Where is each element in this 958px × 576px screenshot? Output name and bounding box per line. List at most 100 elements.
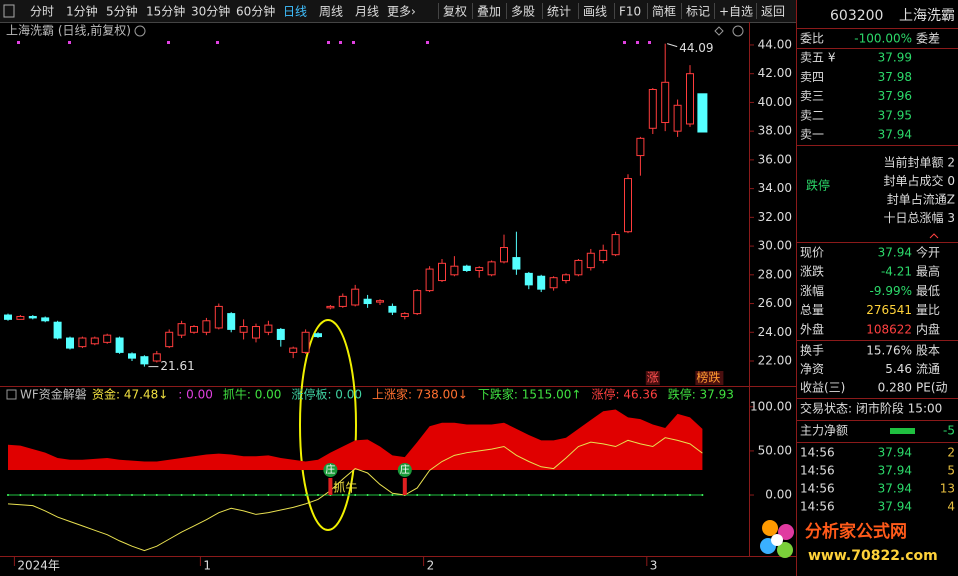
stat-value: -4.21 (881, 265, 912, 279)
candle-body (202, 320, 211, 333)
candle-body (289, 347, 298, 353)
legend-item: 跌停: 37.93 (668, 387, 734, 402)
toolbar-button[interactable]: 多股 (511, 5, 535, 19)
tick-price: 37.94 (878, 500, 912, 514)
tag: 涨 (647, 370, 659, 385)
expand-icon[interactable] (929, 233, 939, 239)
candle-body (78, 337, 87, 348)
tag: 榜跌 (696, 370, 720, 385)
stat-label: 最低 (916, 284, 940, 298)
ask-label: 卖四 (800, 70, 824, 84)
y-tick-label: 26.00 (758, 296, 792, 310)
zero-dot (577, 494, 580, 497)
legend-item: 下跌家: 1515.00↑ (478, 387, 582, 402)
candle-body (661, 81, 670, 124)
stat-label: 流通 (916, 362, 940, 376)
tick-time: 14:56 (800, 446, 835, 460)
candle-body (363, 298, 372, 305)
ask-label: 卖二 (800, 108, 824, 122)
ask-label: 卖三 (800, 89, 824, 103)
toolbar-bg (0, 0, 796, 22)
toolbar-tab[interactable]: 15分钟 (146, 4, 185, 19)
toolbar-tab[interactable]: 月线 (355, 5, 379, 19)
zero-dot (19, 494, 22, 497)
panel-icon (6, 389, 17, 400)
stat-value: 0.280 (878, 381, 912, 395)
toolbar-tab[interactable]: 日线 (283, 5, 307, 19)
toolbar-tab[interactable]: 30分钟 (191, 4, 230, 19)
toolbar-button[interactable]: 标记 (686, 5, 710, 19)
toolbar-button[interactable]: 简框 (652, 5, 676, 19)
toolbar-button[interactable]: 返回 (761, 5, 785, 19)
main-net-bar (890, 428, 915, 434)
seal-info: 封单占成交 0 (884, 173, 955, 188)
tick-volume: 5 (947, 464, 955, 478)
stat-label: 内盘 (916, 321, 940, 336)
stat-value: 108622 (866, 322, 912, 336)
ask-label: 卖一 (800, 128, 824, 142)
toolbar-tab[interactable]: 周线 (319, 5, 343, 19)
tick-time: 14:56 (800, 500, 835, 514)
zero-dot (292, 494, 295, 497)
y-tick-label: 0.00 (765, 488, 792, 502)
candle-body (388, 305, 397, 313)
close-icon[interactable] (732, 25, 744, 37)
candle-body (512, 257, 521, 270)
toolbar-tab[interactable]: 60分钟 (236, 4, 275, 19)
zero-dot (503, 494, 505, 497)
zero-dot (155, 494, 158, 497)
zero-dot (205, 494, 208, 497)
min-label: 21.61 (160, 359, 194, 373)
candle-body (475, 267, 484, 272)
ask-price: 37.95 (878, 108, 912, 122)
candle-body (599, 249, 608, 261)
zero-dot (651, 494, 654, 497)
signal-dots (17, 41, 651, 44)
toolbar-tab[interactable]: 更多› (387, 5, 416, 19)
stat-label: 现价 (800, 246, 824, 260)
seal-info: 封单占流通Z (887, 192, 955, 207)
toolbar-button[interactable]: 画线 (583, 5, 607, 19)
highlight-ellipse (299, 319, 357, 531)
candle-body (524, 272, 533, 286)
marker-label: 庄 (325, 463, 335, 476)
toolbar-button[interactable]: F10 (619, 5, 641, 19)
legend-item: 抓牛: 0.00 (223, 387, 282, 402)
marker-badge (397, 463, 412, 477)
y-tick-label: 24.00 (758, 325, 792, 339)
toolbar-button[interactable]: +自选 (719, 5, 753, 19)
zero-dot (317, 494, 319, 497)
candle-body (338, 295, 347, 307)
y-tick-label: 38.00 (758, 124, 792, 138)
y-tick-label: 42.00 (758, 66, 792, 80)
toolbar-button[interactable]: 统计 (547, 5, 571, 19)
chart-icon[interactable] (714, 26, 724, 36)
candle-body (252, 326, 260, 339)
indicator-title: WF资金解磐 (20, 387, 87, 402)
candle-body (648, 88, 657, 129)
zero-dot (31, 494, 34, 497)
fund-area (8, 409, 703, 470)
stat-label: 涨幅 (800, 283, 824, 298)
stat-label: 换手 (800, 344, 824, 358)
tick-price: 37.94 (878, 464, 912, 478)
candle-body (227, 313, 236, 330)
y-tick-label: 100.00 (750, 399, 792, 413)
candle-body (90, 337, 99, 345)
legend-item: : 0.00 (178, 388, 213, 402)
toolbar-button[interactable]: 叠加 (477, 5, 501, 19)
toolbar-button[interactable]: 复权 (443, 5, 467, 19)
logo-icon (760, 520, 794, 558)
zero-dot (552, 494, 555, 497)
stock-code: 603200 (830, 8, 883, 24)
zero-dot (143, 494, 146, 497)
toolbar-tab[interactable]: 分时 (30, 5, 54, 19)
candle-body (673, 104, 682, 132)
y-tick-label: 30.00 (758, 239, 792, 253)
zero-dot (366, 494, 369, 497)
toolbar-tab[interactable]: 5分钟 (106, 4, 138, 19)
tick-volume: 13 (940, 482, 955, 496)
zero-dot (565, 494, 567, 497)
toolbar-tab[interactable]: 1分钟 (66, 4, 98, 19)
title-menu-icon[interactable] (134, 25, 146, 37)
